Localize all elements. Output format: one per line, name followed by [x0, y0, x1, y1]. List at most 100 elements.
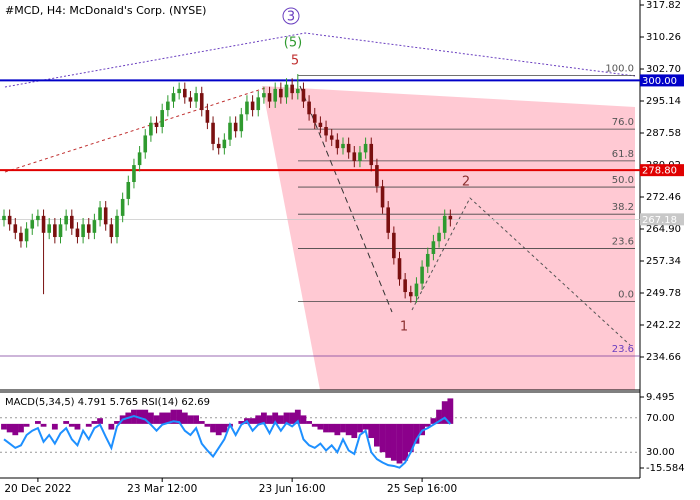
candle-body: [98, 207, 102, 221]
macd-bar: [215, 423, 222, 436]
macd-bar: [159, 412, 166, 424]
macd-bar: [91, 421, 98, 424]
y-tick-label: 295.14: [646, 96, 681, 107]
candle-body: [239, 114, 244, 132]
candle-body: [375, 165, 379, 187]
candle-body: [363, 143, 368, 153]
candle-body: [199, 93, 204, 111]
fib-label: 50.0: [612, 175, 634, 186]
macd-bar: [255, 415, 262, 424]
macd-bar: [340, 423, 346, 433]
y-tick-label: 317.82: [646, 0, 681, 11]
candle-body: [41, 215, 46, 233]
candle-body: [205, 110, 210, 123]
candle-body: [437, 232, 441, 242]
candle-body: [397, 258, 402, 280]
macd-bar: [362, 423, 369, 430]
candle-body: [267, 93, 272, 102]
macd-bar: [63, 421, 70, 424]
macd-bar: [294, 409, 301, 424]
wave-line: [411, 197, 631, 346]
macd-bar: [441, 401, 448, 424]
macd-bar: [238, 421, 245, 424]
wave-label: 1: [400, 320, 408, 335]
macd-bar: [266, 415, 273, 424]
macd-bar: [385, 423, 392, 458]
chart-header: #MCD, H4: McDonald's Corp. (NYSE): [5, 4, 206, 17]
candle-body: [126, 182, 131, 199]
candle-body: [19, 232, 23, 242]
macd-bar: [396, 423, 403, 464]
macd-bar: [170, 409, 177, 424]
macd-bar: [18, 423, 24, 433]
candle-body: [120, 198, 125, 216]
candle-body: [171, 93, 176, 102]
candle-body: [53, 224, 57, 238]
macd-bar: [6, 423, 13, 433]
candle-body: [346, 143, 351, 153]
macd-bar: [221, 423, 228, 433]
candle-body: [284, 84, 289, 98]
candle-body: [262, 93, 266, 98]
macd-bar: [261, 412, 267, 424]
fib-label: 0.0: [618, 289, 634, 300]
candle-body: [442, 215, 447, 233]
candle-body: [318, 122, 323, 127]
candle-body: [409, 292, 413, 297]
candle-body: [154, 122, 159, 127]
x-tick-label: 25 Sep 16:00: [387, 483, 457, 495]
candle-body: [222, 139, 227, 149]
y-tick-label: -15.584: [646, 463, 685, 474]
candle-body: [324, 126, 328, 136]
macd-bar: [35, 421, 41, 424]
candle-body: [64, 215, 68, 225]
candle-body: [425, 253, 430, 267]
macd-bar: [300, 415, 307, 424]
macd-bar: [204, 423, 211, 427]
candle-body: [132, 165, 136, 183]
macd-bar: [198, 421, 205, 424]
candle-body: [58, 224, 63, 238]
macd-bar: [351, 423, 358, 439]
macd-bar: [283, 412, 290, 424]
wave-label: 3: [287, 10, 295, 25]
x-tick-label: 20 Dec 2022: [4, 483, 71, 495]
macd-bar: [277, 415, 284, 424]
wave-line: [299, 85, 393, 313]
macd-bar: [323, 423, 329, 433]
candle-body: [36, 215, 40, 221]
macd-bar: [374, 423, 380, 447]
candle-body: [386, 207, 390, 233]
candle-body: [380, 186, 385, 208]
macd-bar: [176, 409, 183, 424]
macd-bar: [402, 423, 409, 461]
candle-body: [183, 88, 187, 98]
candle-body: [290, 84, 294, 94]
candle-body: [143, 135, 148, 153]
candle-body: [228, 122, 232, 140]
candle-body: [115, 215, 119, 238]
macd-bar: [114, 421, 120, 424]
macd-bar: [328, 423, 335, 433]
macd-bar: [311, 423, 318, 427]
candle-body: [420, 266, 424, 284]
candle-body: [86, 224, 91, 233]
indicator-title: MACD(5,34,5) 4.791 5.765 RSI(14) 62.69: [5, 397, 210, 408]
candle-body: [24, 228, 29, 242]
x-tick-label: 23 Mar 12:00: [127, 483, 197, 495]
y-tick-label: 249.78: [646, 288, 681, 299]
macd-bar: [447, 398, 454, 424]
macd-bar: [40, 423, 47, 427]
macd-bar: [345, 423, 352, 436]
macd-bar: [108, 423, 115, 430]
candle-body: [256, 97, 261, 111]
candle-body: [403, 279, 407, 293]
candle-body: [431, 241, 436, 254]
price-box: [640, 213, 684, 226]
macd-bar: [148, 412, 154, 424]
macd-bar: [289, 412, 296, 424]
macd-bar: [306, 421, 312, 424]
price-box-label: 267.18: [642, 215, 677, 226]
macd-bar: [424, 423, 431, 427]
